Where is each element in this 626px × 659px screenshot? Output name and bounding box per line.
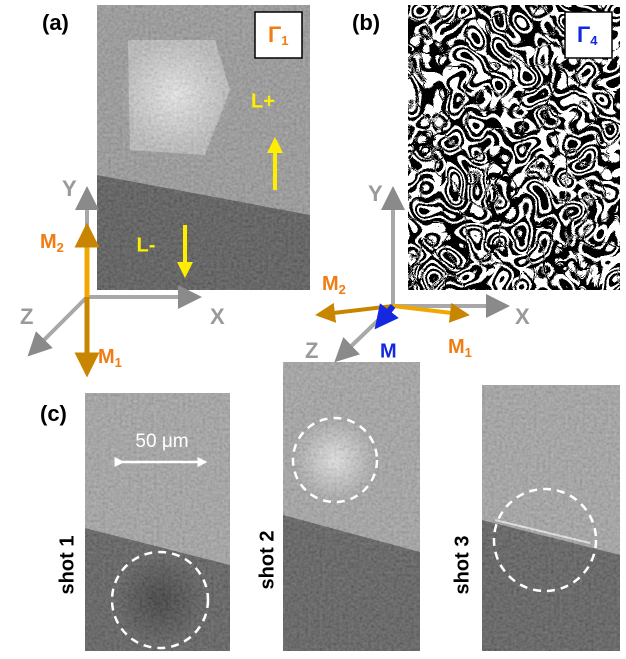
panel-label: (a) xyxy=(42,10,69,35)
svg-text:M2: M2 xyxy=(40,231,64,255)
badge: Γ xyxy=(268,22,281,47)
scale-bar-label: 50 μm xyxy=(135,431,188,452)
panel-label: (b) xyxy=(352,10,380,35)
axis-label: Y xyxy=(368,181,383,206)
svg-text:M1: M1 xyxy=(448,336,472,360)
moment-label: M xyxy=(380,340,397,362)
moment-sub: 1 xyxy=(115,355,122,370)
moment-sub: 1 xyxy=(465,345,472,360)
annotation: L- xyxy=(137,234,156,256)
moment-label: M xyxy=(40,231,57,253)
svg-text:M1: M1 xyxy=(98,346,122,370)
axis-label: X xyxy=(515,304,530,329)
axis-label: Z xyxy=(20,304,33,329)
shot-label: shot 1 xyxy=(56,536,78,595)
micrograph-shot-1: 50 μm xyxy=(85,393,230,651)
moment-label: M xyxy=(322,273,339,295)
micrograph-a: Γ1 L+ L- xyxy=(97,5,310,290)
badge: Γ xyxy=(577,22,590,47)
svg-text:M2: M2 xyxy=(322,273,346,297)
moment-label: M xyxy=(448,336,465,358)
moment-sub: 2 xyxy=(339,282,346,297)
panel-label: (c) xyxy=(40,401,67,426)
moment-sub: 2 xyxy=(57,240,64,255)
figure: Γ1 L+ L- (a) Y X Z M2 M1 Γ4 (b) Y X Z M2… xyxy=(0,0,626,654)
axis-label: Z xyxy=(305,338,318,363)
badge-sub: 4 xyxy=(590,33,598,48)
shot-label: shot 3 xyxy=(451,536,473,595)
micrograph-shot-3 xyxy=(482,385,620,651)
micrograph-shot-2 xyxy=(283,362,420,651)
annotation: L+ xyxy=(251,90,275,112)
axis-label: Y xyxy=(62,176,77,201)
badge-sub: 1 xyxy=(281,33,288,48)
axis-label: X xyxy=(210,304,225,329)
shot-label: shot 2 xyxy=(256,531,278,590)
moment-label: M xyxy=(98,346,115,368)
micrograph-b: Γ4 xyxy=(408,5,620,290)
